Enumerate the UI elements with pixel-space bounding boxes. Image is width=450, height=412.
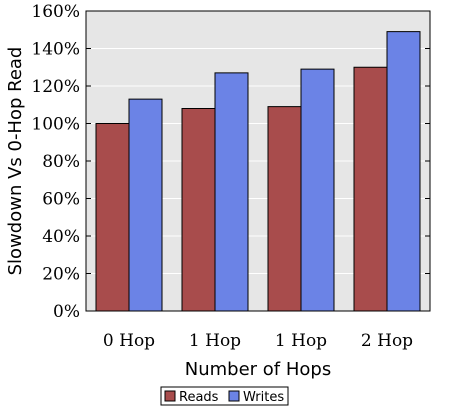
y-axis-ticks: 0% 20% 40% 60% 80% 100% 120% 140% 160% bbox=[31, 2, 430, 322]
y-tick-label: 100% bbox=[31, 115, 80, 135]
y-tick-label: 40% bbox=[42, 227, 80, 247]
legend-label-writes: Writes bbox=[243, 390, 284, 405]
bar-reads bbox=[267, 106, 302, 312]
bar-writes bbox=[214, 72, 249, 312]
legend-swatch-writes bbox=[228, 390, 240, 402]
bar-reads bbox=[353, 66, 388, 312]
y-tick-label: 60% bbox=[42, 190, 80, 210]
legend-box bbox=[160, 386, 289, 406]
x-axis-title: Number of Hops bbox=[185, 359, 331, 380]
x-tick-label: 1 Hop bbox=[189, 331, 241, 351]
y-tick-label: 120% bbox=[31, 77, 80, 97]
bar-writes bbox=[128, 98, 163, 312]
y-tick-label: 80% bbox=[42, 152, 80, 172]
x-tick-label: 2 Hop bbox=[361, 331, 413, 351]
legend: Reads Writes bbox=[160, 386, 289, 406]
bar-writes bbox=[300, 68, 335, 312]
y-tick-label: 160% bbox=[31, 2, 80, 22]
y-tick-label: 140% bbox=[31, 40, 80, 60]
x-tick-label: 1 Hop bbox=[275, 331, 327, 351]
x-tick-label: 0 Hop bbox=[103, 331, 155, 351]
bar-writes bbox=[386, 31, 421, 312]
bar-reads bbox=[95, 123, 130, 312]
legend-label-reads: Reads bbox=[179, 390, 219, 405]
y-tick-label: 20% bbox=[42, 265, 80, 285]
legend-swatch-reads bbox=[164, 390, 176, 402]
y-tick-label: 0% bbox=[53, 302, 80, 322]
x-axis-ticks: 0 Hop 1 Hop 1 Hop 2 Hop bbox=[103, 331, 413, 351]
y-axis-title: Slowdown Vs 0-Hop Read bbox=[5, 47, 26, 276]
bar-reads bbox=[181, 108, 216, 312]
